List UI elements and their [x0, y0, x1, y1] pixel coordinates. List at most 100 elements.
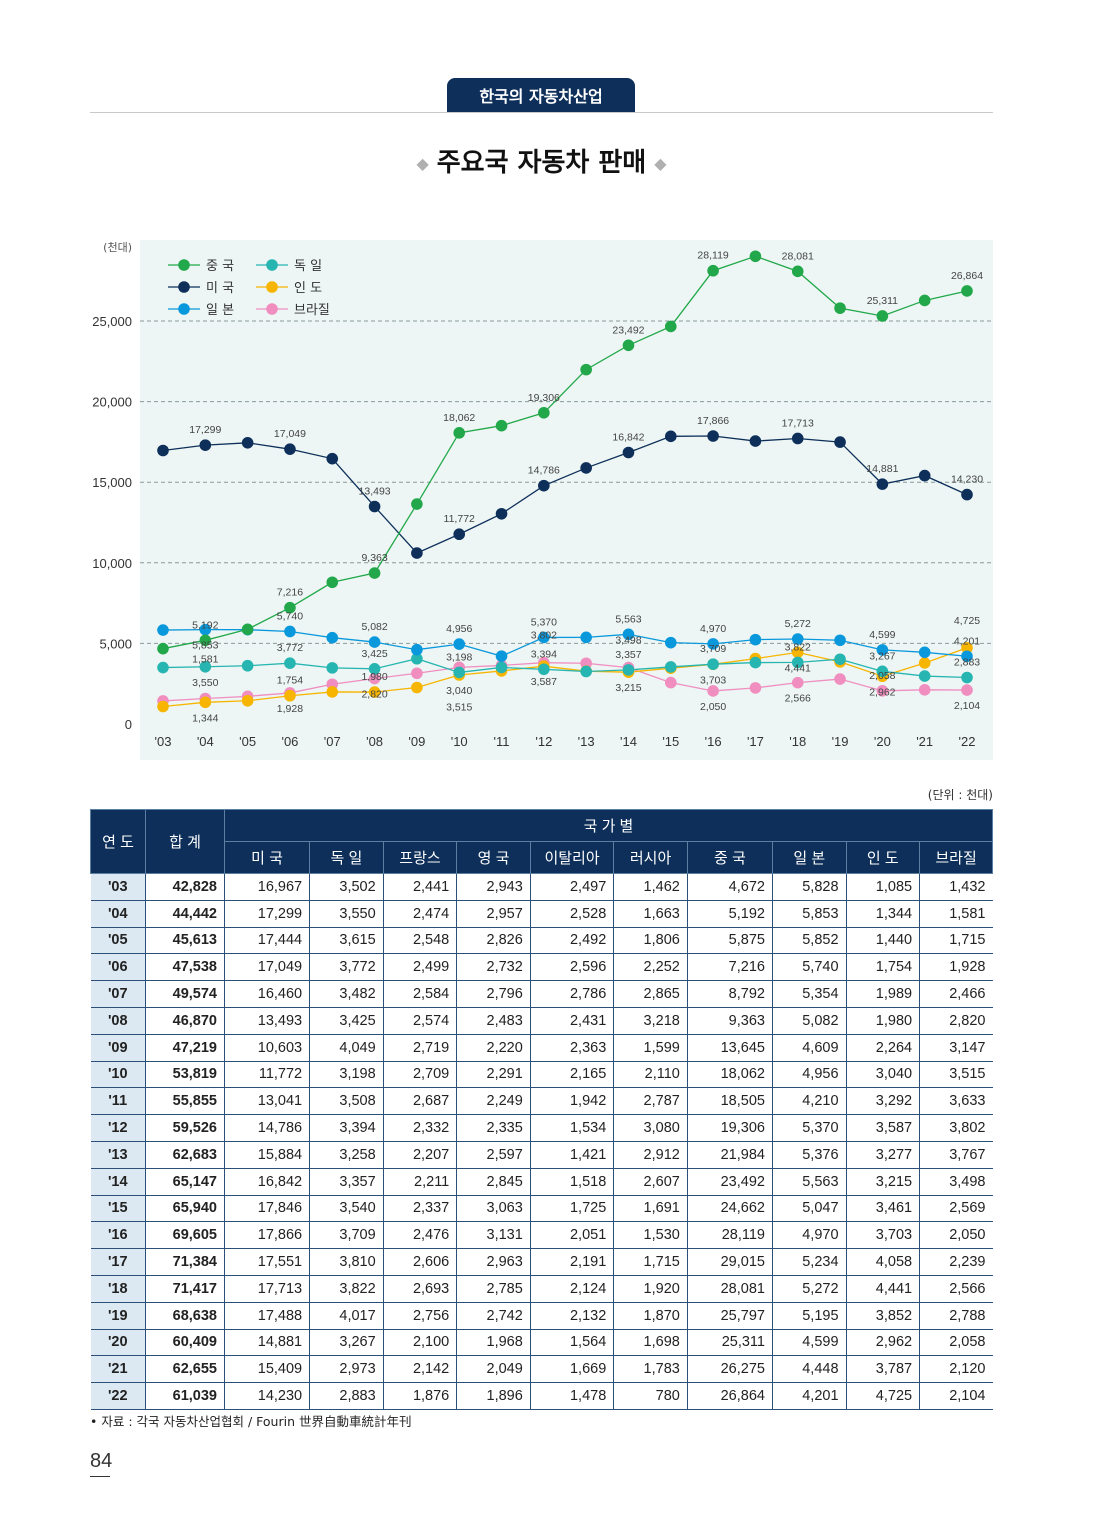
value-cell: 3,080	[613, 1114, 688, 1142]
value-cell: 2,239	[919, 1248, 993, 1276]
value-cell: 3,258	[309, 1141, 384, 1169]
y-tick-label: 10,000	[92, 556, 132, 571]
value-cell: 2,865	[613, 980, 688, 1008]
data-point	[791, 646, 804, 659]
value-cell: 3,215	[845, 1168, 920, 1196]
value-cell: 2,606	[382, 1248, 457, 1276]
data-label: 5,853	[192, 640, 218, 652]
year-cell: '13	[90, 1141, 146, 1169]
value-cell: 2,796	[456, 980, 531, 1008]
year-cell: '04	[90, 900, 146, 928]
data-point	[876, 478, 889, 490]
data-point	[791, 432, 804, 445]
table-row: '16 69,605 17,866 3,709 2,476 3,131 2,051 1,530…	[90, 1221, 993, 1250]
diamond-icon: ◆	[416, 154, 429, 173]
value-cell: 4,448	[771, 1355, 847, 1384]
value-cell: 1,920	[613, 1275, 688, 1303]
legend-label: 미 국	[206, 281, 234, 296]
total-cell: 55,855	[145, 1087, 225, 1116]
value-cell: 1,344	[845, 900, 920, 928]
value-cell: 2,051	[529, 1221, 614, 1250]
value-cell: 2,973	[309, 1355, 384, 1384]
data-label: 5,192	[192, 619, 218, 631]
plot-background	[140, 240, 993, 760]
value-cell: 2,845	[456, 1168, 531, 1196]
data-label: 2,058	[869, 670, 895, 682]
value-cell: 2,335	[456, 1114, 531, 1142]
data-label: 2,962	[869, 686, 895, 698]
data-label: 3,198	[446, 651, 472, 663]
header-year: 연 도	[90, 809, 146, 874]
data-point	[453, 427, 466, 439]
value-cell: 3,425	[309, 1007, 384, 1035]
data-point	[157, 624, 169, 636]
value-cell: 7,216	[686, 953, 773, 982]
value-cell: 28,119	[686, 1221, 773, 1250]
value-cell: 3,772	[309, 953, 384, 982]
data-point	[918, 657, 931, 669]
table-row: '08 46,870 13,493 3,425 2,574 2,483 2,431 3,218…	[90, 1007, 993, 1035]
header-country: 영 국	[456, 841, 531, 874]
data-label: 3,515	[446, 701, 472, 713]
data-label: 28,081	[782, 250, 814, 262]
value-cell: 5,047	[771, 1195, 847, 1223]
data-point	[749, 656, 762, 669]
data-point	[918, 294, 931, 307]
data-point	[961, 671, 973, 684]
value-cell: 3,508	[309, 1087, 384, 1116]
value-cell: 2,050	[919, 1221, 993, 1250]
value-cell: 4,058	[845, 1248, 920, 1276]
total-cell: 53,819	[145, 1061, 225, 1089]
data-point	[411, 547, 423, 559]
value-cell: 4,201	[771, 1382, 847, 1410]
value-cell: 2,883	[309, 1382, 384, 1410]
value-cell: 17,444	[223, 927, 310, 955]
y-tick-label: 25,000	[92, 314, 132, 329]
table-row: '18 71,417 17,713 3,822 2,693 2,785 2,124 1,920…	[90, 1275, 993, 1303]
data-point	[199, 439, 212, 451]
data-point	[622, 446, 635, 459]
value-cell: 1,691	[613, 1195, 688, 1223]
total-cell: 65,940	[145, 1195, 225, 1223]
data-point	[241, 623, 254, 636]
data-point	[453, 528, 466, 541]
value-cell: 2,607	[613, 1168, 688, 1196]
table-row: '20 60,409 14,881 3,267 2,100 1,968 1,564 1,698…	[90, 1329, 993, 1357]
data-point	[580, 363, 592, 376]
header-country: 브라질	[919, 841, 993, 874]
value-cell: 4,725	[845, 1382, 920, 1410]
year-cell: '11	[90, 1087, 146, 1116]
diamond-icon: ◆	[654, 154, 667, 173]
value-cell: 3,587	[845, 1114, 920, 1142]
data-point	[326, 452, 339, 465]
total-cell: 42,828	[145, 873, 225, 901]
data-label: 7,216	[277, 587, 303, 599]
legend-marker	[266, 259, 278, 271]
value-cell: 2,483	[456, 1007, 531, 1035]
data-point	[918, 684, 931, 696]
value-cell: 2,142	[382, 1355, 457, 1384]
data-label: 14,786	[528, 465, 560, 477]
value-cell: 1,715	[919, 927, 993, 955]
data-point	[368, 662, 381, 675]
value-cell: 18,505	[686, 1087, 773, 1116]
total-cell: 69,605	[145, 1221, 225, 1250]
header-country: 중 국	[686, 841, 773, 874]
value-cell: 2,441	[382, 873, 457, 901]
data-point	[918, 469, 931, 482]
value-cell: 2,709	[382, 1061, 457, 1089]
data-point	[199, 696, 212, 709]
x-tick-label: '19	[832, 734, 849, 749]
legend-marker	[178, 259, 190, 271]
value-cell: 1,989	[845, 980, 920, 1008]
data-point	[791, 265, 804, 278]
value-cell: 17,866	[223, 1221, 310, 1250]
total-cell: 71,384	[145, 1248, 225, 1276]
data-label: 3,040	[446, 685, 472, 697]
data-label: 5,563	[615, 613, 641, 625]
data-point	[284, 601, 296, 614]
data-label: 4,956	[446, 623, 472, 635]
value-cell: 2,207	[382, 1141, 457, 1169]
value-cell: 2,165	[529, 1061, 614, 1089]
value-cell: 2,787	[613, 1087, 688, 1116]
